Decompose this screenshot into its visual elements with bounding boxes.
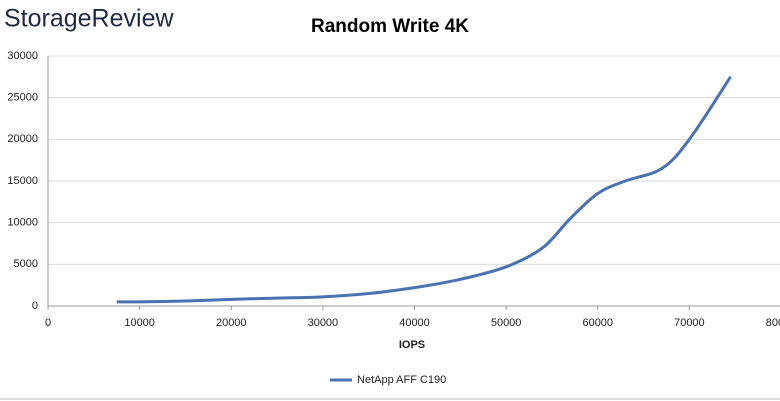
y-tick-label: 20000 — [7, 133, 38, 145]
x-tick-label: 10000 — [124, 317, 155, 329]
y-tick-label: 25000 — [7, 92, 38, 104]
x-tick-label: 0 — [45, 317, 51, 329]
y-tick-label: 10000 — [7, 217, 38, 229]
x-tick-label: 40000 — [399, 317, 430, 329]
x-tick-label: 60000 — [582, 317, 613, 329]
x-axis-label: IOPS — [399, 339, 425, 351]
logo: StorageReview — [4, 5, 174, 33]
legend-label: NetApp AFF C190 — [357, 374, 446, 386]
x-tick-label: 80000 — [766, 317, 780, 329]
x-tick-label: 70000 — [674, 317, 705, 329]
chart-title: Random Write 4K — [311, 16, 469, 37]
x-tick-label: 30000 — [308, 317, 339, 329]
y-tick-label: 15000 — [7, 175, 38, 187]
y-tick-label: 0 — [32, 300, 38, 312]
x-tick-label: 50000 — [491, 317, 522, 329]
series-line — [116, 76, 732, 304]
y-tick-label: 30000 — [7, 50, 38, 62]
y-tick-label: 5000 — [14, 258, 38, 270]
x-tick-label: 20000 — [216, 317, 247, 329]
